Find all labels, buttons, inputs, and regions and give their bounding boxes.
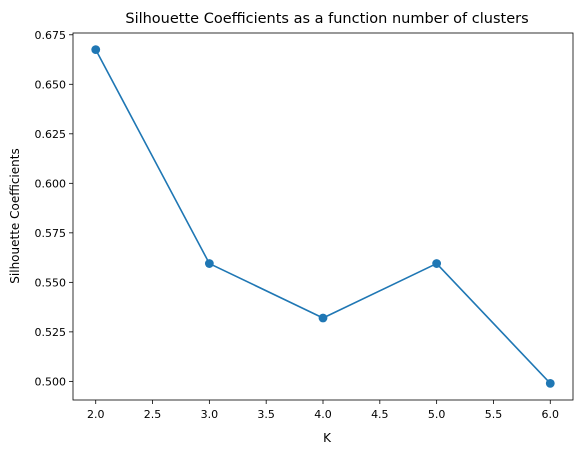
data-point: [91, 45, 101, 55]
plot-frame: [72, 32, 574, 401]
data-point: [318, 313, 328, 323]
x-tick-label: 6.0: [542, 408, 560, 421]
y-tick-label: 0.525: [35, 326, 67, 339]
y-tick-label: 0.625: [35, 128, 67, 141]
data-point: [545, 378, 555, 388]
data-point: [204, 259, 214, 268]
y-axis-label: Silhouette Coefficients: [8, 148, 22, 283]
x-axis-label: K: [323, 431, 332, 445]
data-point: [432, 259, 442, 268]
y-tick-label: 0.500: [35, 375, 67, 388]
chart-title: Silhouette Coefficients as a function nu…: [125, 11, 528, 27]
x-tick-label: 4.0: [314, 408, 332, 421]
y-tick-label: 0.600: [35, 177, 67, 190]
x-tick-label: 5.0: [428, 408, 446, 421]
x-tick-label: 2.5: [144, 408, 162, 421]
plot-area: 2.0 2.5 3.0 3.5 4.0 4.5 5.0 5.5 6.0 0.500 0.525 0.5…: [35, 29, 574, 421]
y-tick-label: 0.575: [35, 227, 67, 240]
x-tick-label: 5.5: [485, 408, 503, 421]
x-tick-label: 3.5: [257, 408, 275, 421]
y-tick-label: 0.550: [35, 276, 67, 289]
y-tick-label: 0.650: [35, 78, 67, 91]
x-tick-label: 2.0: [87, 408, 105, 421]
series-line: [94, 48, 552, 385]
x-tick-label: 4.5: [371, 408, 389, 421]
y-tick-label: 0.675: [35, 29, 67, 42]
x-tick-label: 3.0: [201, 408, 219, 421]
